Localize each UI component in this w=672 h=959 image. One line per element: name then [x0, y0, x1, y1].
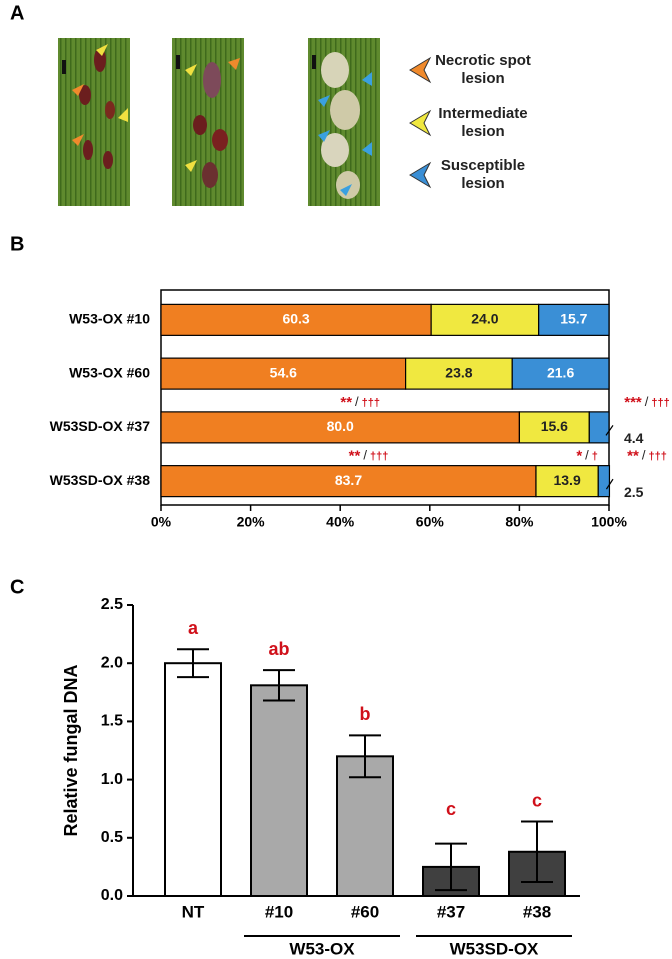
x-tick-label: #10	[265, 902, 293, 921]
significance-letter: a	[188, 618, 199, 638]
y-tick-label: 2.0	[101, 654, 123, 671]
category-label: W53-OX #60	[69, 364, 150, 380]
significance-letter: c	[532, 790, 542, 810]
legend-entry: Susceptible lesion	[440, 157, 526, 192]
bar-segment	[518, 411, 590, 444]
value-label: 13.9	[553, 472, 580, 488]
significance-letter: b	[360, 704, 371, 724]
panel-label: A	[10, 2, 24, 24]
bar	[336, 755, 394, 897]
significance: ** / †††	[340, 394, 380, 411]
stars: **	[340, 394, 352, 411]
y-tick-label: 0.5	[101, 829, 123, 846]
x-tick-label: 100%	[591, 514, 627, 530]
daggers: †††	[370, 451, 388, 463]
daggers: †	[592, 451, 598, 463]
separator: /	[363, 448, 367, 463]
y-tick-label: 1.5	[101, 713, 123, 730]
x-tick-label: 40%	[326, 514, 355, 530]
bar	[164, 662, 222, 898]
value-label: 2.5	[624, 484, 644, 500]
x-tick-label: #37	[437, 902, 465, 921]
bar-segment	[588, 411, 610, 444]
bar-segment	[405, 357, 513, 390]
value-label: 54.6	[270, 364, 297, 380]
value-label: 15.7	[560, 311, 587, 327]
value-label: 80.0	[327, 418, 354, 434]
bar-segment	[511, 357, 610, 390]
value-label: 4.4	[624, 430, 644, 446]
legend-arrows	[409, 56, 432, 189]
category-label: W53SD-OX #38	[50, 472, 151, 488]
bar-segment	[597, 465, 611, 498]
value-label: 23.8	[445, 364, 472, 380]
daggers: †††	[651, 397, 669, 409]
error-bar	[435, 842, 467, 892]
group-label: W53SD-OX	[450, 939, 539, 958]
bar-segment	[538, 303, 610, 336]
x-tick-label: 60%	[416, 514, 445, 530]
error-bar	[177, 648, 209, 679]
y-tick-label: 1.0	[101, 771, 123, 788]
stars: **	[349, 448, 361, 465]
panel-label: B	[10, 233, 24, 255]
bar-segment	[160, 411, 520, 444]
daggers: †††	[362, 397, 380, 409]
error-bar	[349, 734, 381, 779]
separator: /	[355, 394, 359, 409]
leader-line	[605, 478, 614, 490]
value-label: 21.6	[547, 364, 574, 380]
error-bar	[521, 820, 553, 884]
x-tick-label: 0%	[151, 514, 172, 530]
stars: ***	[624, 394, 642, 411]
leader-line	[605, 425, 614, 436]
bar-segment	[160, 357, 407, 390]
y-tick-label: 2.5	[101, 596, 123, 613]
separator: /	[585, 448, 589, 463]
significance: ** / †††	[349, 448, 389, 465]
leaf-images	[58, 38, 380, 206]
separator: /	[645, 394, 649, 409]
daggers: †††	[648, 451, 666, 463]
value-label: 60.3	[282, 311, 309, 327]
separator: /	[642, 448, 646, 463]
x-tick-label: #38	[523, 902, 551, 921]
bar	[250, 684, 308, 897]
panel-label: C	[10, 576, 24, 598]
x-tick-label: 20%	[237, 514, 266, 530]
significance: ** / †††	[627, 448, 667, 465]
x-tick-label: #60	[351, 902, 379, 921]
value-label: 24.0	[471, 311, 498, 327]
value-label: 15.6	[541, 418, 568, 434]
y-tick-label: 0.0	[101, 887, 123, 904]
legend-entry: Intermediate lesion	[438, 105, 528, 140]
value-label: 83.7	[335, 472, 362, 488]
y-axis-label: Relative fungal DNA	[61, 664, 81, 836]
x-tick-label: 80%	[505, 514, 534, 530]
category-label: W53SD-OX #37	[50, 418, 151, 434]
significance: * / †	[576, 448, 598, 465]
error-bar	[263, 669, 295, 702]
group-label: W53-OX	[289, 939, 355, 958]
bar-segment	[535, 465, 599, 498]
x-tick-label: NT	[182, 902, 205, 921]
category-label: W53-OX #10	[69, 311, 150, 327]
stars: *	[576, 448, 582, 465]
bar-segment	[160, 465, 537, 498]
significance: *** / †††	[624, 394, 670, 411]
stars: **	[627, 448, 639, 465]
significance-letter: ab	[268, 639, 289, 659]
plot-frame	[160, 289, 610, 506]
significance-letter: c	[446, 799, 456, 819]
legend-entry: Necrotic spot lesion	[435, 52, 531, 87]
